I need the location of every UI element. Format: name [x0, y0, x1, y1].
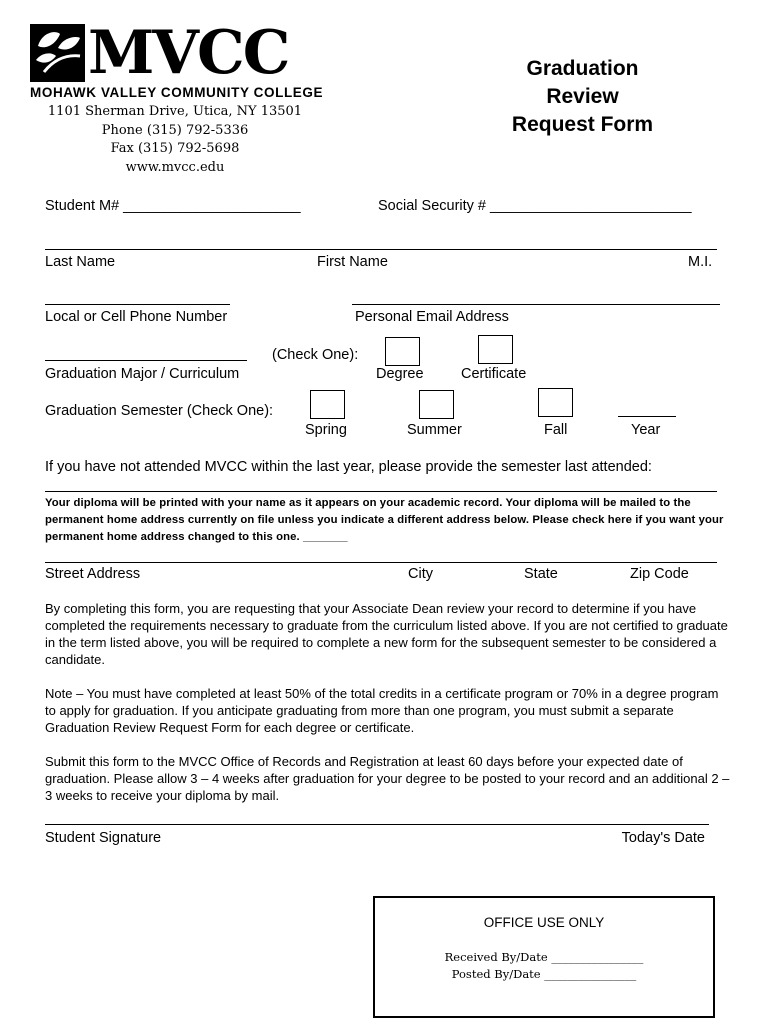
office-title: OFFICE USE ONLY: [483, 915, 605, 930]
website: www.mvcc.edu: [125, 159, 225, 175]
phone-line[interactable]: [45, 304, 230, 305]
spring-label: Spring: [305, 422, 347, 438]
first-name-label: First Name: [317, 254, 388, 270]
spring-checkbox[interactable]: [310, 390, 345, 419]
date-label: Today's Date: [621, 830, 705, 846]
paragraph-review: By completing this form, you are request…: [45, 601, 728, 667]
office-use-box: OFFICE USE ONLY Received By/Date _______…: [373, 896, 715, 1018]
fall-label: Fall: [544, 422, 568, 438]
last-attended-label: If you have not attended MVCC within the…: [45, 459, 652, 475]
degree-label: Degree: [376, 366, 424, 382]
email-line[interactable]: [352, 304, 720, 305]
fall-checkbox[interactable]: [538, 388, 573, 417]
title-line: Request Form: [511, 113, 654, 136]
received-by-field[interactable]: Received By/Date ________________: [444, 950, 644, 964]
ssn-field[interactable]: Social Security # ______________________…: [378, 198, 692, 214]
zip-label: Zip Code: [630, 566, 689, 582]
certificate-label: Certificate: [461, 366, 527, 382]
phone: Phone (315) 792-5336: [101, 122, 249, 138]
major-line[interactable]: [45, 360, 247, 361]
diploma-notice: Your diploma will be printed with your n…: [45, 497, 724, 543]
major-label: Graduation Major / Curriculum: [45, 366, 240, 382]
paragraph-note: Note – You must have completed at least …: [45, 686, 719, 735]
page-title: Graduation Review Request Form: [480, 55, 685, 139]
certificate-checkbox[interactable]: [478, 335, 513, 364]
degree-checkbox[interactable]: [385, 337, 420, 366]
city-label: City: [408, 566, 433, 582]
address-line[interactable]: [45, 562, 717, 563]
college-name: MOHAWK VALLEY COMMUNITY COLLEGE: [30, 85, 324, 100]
mi-label: M.I.: [688, 254, 713, 270]
street-label: Street Address: [45, 566, 141, 582]
student-number-field[interactable]: Student M# ______________________: [45, 198, 301, 214]
address: 1101 Sherman Drive, Utica, NY 13501: [47, 104, 303, 119]
semester-label: Graduation Semester (Check One):: [45, 403, 274, 419]
state-label: State: [524, 566, 558, 582]
title-line: Graduation: [526, 57, 639, 80]
leaf-icon: [30, 24, 85, 82]
summer-checkbox[interactable]: [419, 390, 454, 419]
title-line: Review: [546, 85, 619, 108]
contact-block: 1101 Sherman Drive, Utica, NY 13501 Phon…: [30, 103, 320, 177]
name-line[interactable]: [45, 249, 717, 250]
last-name-label: Last Name: [45, 254, 116, 270]
email-label: Personal Email Address: [355, 309, 509, 325]
last-attended-line[interactable]: [45, 491, 717, 492]
year-line[interactable]: [618, 416, 676, 417]
check-one-label: (Check One):: [272, 347, 359, 363]
logo-text: MVCC: [88, 24, 290, 82]
posted-by-field[interactable]: Posted By/Date ________________: [451, 967, 637, 981]
signature-label: Student Signature: [45, 830, 162, 846]
year-label: Year: [631, 422, 661, 438]
signature-line[interactable]: Student Signature Today's Date: [45, 824, 709, 847]
college-logo: MVCC: [30, 24, 320, 82]
summer-label: Summer: [407, 422, 462, 438]
instructions-section: By completing this form, you are request…: [45, 600, 731, 847]
fax: Fax (315) 792-5698: [110, 141, 240, 156]
paragraph-submit: Submit this form to the MVCC Office of R…: [45, 754, 730, 803]
phone-label: Local or Cell Phone Number: [45, 309, 228, 325]
